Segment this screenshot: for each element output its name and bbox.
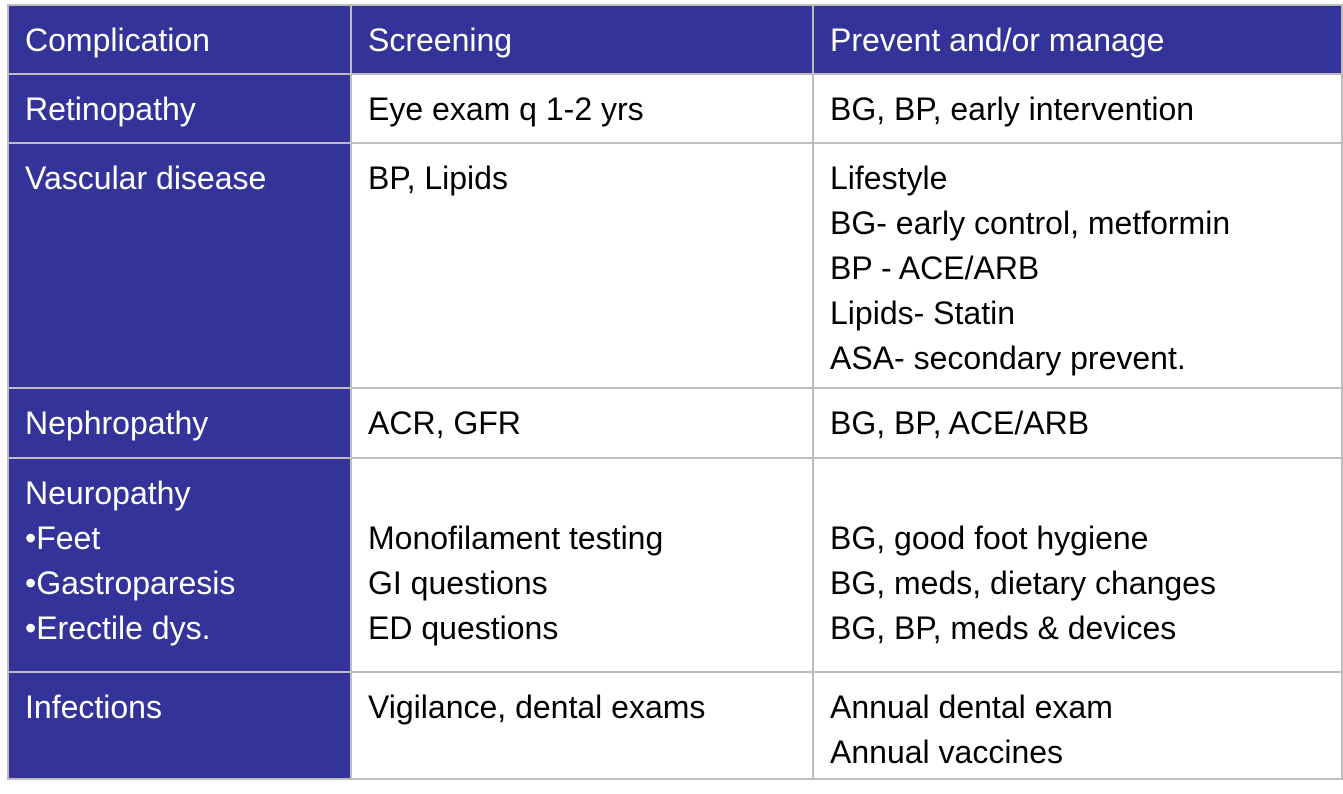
cell-screening: ACR, GFR bbox=[350, 387, 814, 459]
cell-line: BG- early control, metformin bbox=[830, 205, 1231, 241]
cell-line: Vigilance, dental exams bbox=[368, 689, 706, 725]
complications-table: Complication Screening Prevent and/or ma… bbox=[7, 4, 1343, 780]
header-complication: Complication bbox=[7, 4, 352, 75]
cell-complication: Nephropathy bbox=[7, 387, 352, 459]
cell-line: BP - ACE/ARB bbox=[830, 250, 1040, 286]
cell-complication: Vascular disease bbox=[7, 142, 352, 389]
cell-line: BP, Lipids bbox=[368, 160, 508, 196]
table-row: Retinopathy Eye exam q 1-2 yrs BG, BP, ear… bbox=[7, 73, 1343, 144]
cell-line: BG, BP, early intervention bbox=[830, 91, 1195, 127]
cell-line: Neuropathy bbox=[25, 475, 191, 511]
cell-manage: BG, good foot hygiene BG, meds, dietary c… bbox=[812, 457, 1343, 673]
table-row: Vascular disease BP, Lipids Lifestyle BG- e… bbox=[7, 142, 1343, 389]
cell-manage: BG, BP, ACE/ARB bbox=[812, 387, 1343, 459]
cell-line: Lipids- Statin bbox=[830, 295, 1015, 331]
cell-screening: BP, Lipids bbox=[350, 142, 814, 389]
cell-line: ASA- secondary prevent. bbox=[830, 340, 1186, 376]
cell-line: GI questions bbox=[368, 565, 548, 601]
cell-complication: Infections bbox=[7, 671, 352, 780]
cell-line bbox=[368, 471, 812, 516]
header-manage: Prevent and/or manage bbox=[812, 4, 1343, 75]
cell-line: Monofilament testing bbox=[368, 520, 664, 556]
cell-line: Lifestyle bbox=[830, 160, 948, 196]
header-screening: Screening bbox=[350, 4, 814, 75]
cell-line: •Erectile dys. bbox=[25, 610, 211, 646]
header-row: Complication Screening Prevent and/or ma… bbox=[7, 4, 1343, 75]
cell-line: BG, good foot hygiene bbox=[830, 520, 1149, 556]
table-row: Nephropathy ACR, GFR BG, BP, ACE/ARB bbox=[7, 387, 1343, 459]
cell-manage: Lifestyle BG- early control, metformin BP … bbox=[812, 142, 1343, 389]
cell-line: Infections bbox=[25, 689, 162, 725]
table-row: Infections Vigilance, dental exams Annual … bbox=[7, 671, 1343, 780]
cell-manage: Annual dental exam Annual vaccines bbox=[812, 671, 1343, 780]
cell-line: Retinopathy bbox=[25, 91, 196, 127]
cell-screening: Eye exam q 1-2 yrs bbox=[350, 73, 814, 144]
cell-line: ED questions bbox=[368, 610, 559, 646]
cell-line: Nephropathy bbox=[25, 405, 209, 441]
cell-line bbox=[830, 471, 1341, 516]
cell-line: BG, meds, dietary changes bbox=[830, 565, 1216, 601]
cell-complication: Neuropathy •Feet •Gastroparesis •Erectile d… bbox=[7, 457, 352, 673]
cell-line: Vascular disease bbox=[25, 160, 267, 196]
cell-line: ACR, GFR bbox=[368, 405, 521, 441]
cell-line: Annual vaccines bbox=[830, 734, 1064, 770]
cell-line: Annual dental exam bbox=[830, 689, 1113, 725]
cell-manage: BG, BP, early intervention bbox=[812, 73, 1343, 144]
cell-line: BG, BP, ACE/ARB bbox=[830, 405, 1090, 441]
cell-complication: Retinopathy bbox=[7, 73, 352, 144]
cell-screening: Vigilance, dental exams bbox=[350, 671, 814, 780]
cell-screening: Monofilament testing GI questions ED quest… bbox=[350, 457, 814, 673]
cell-line: BG, BP, meds & devices bbox=[830, 610, 1177, 646]
cell-line: Eye exam q 1-2 yrs bbox=[368, 91, 644, 127]
cell-line: •Feet bbox=[25, 520, 101, 556]
cell-line: •Gastroparesis bbox=[25, 565, 236, 601]
table-row: Neuropathy •Feet •Gastroparesis •Erectile d… bbox=[7, 457, 1343, 673]
